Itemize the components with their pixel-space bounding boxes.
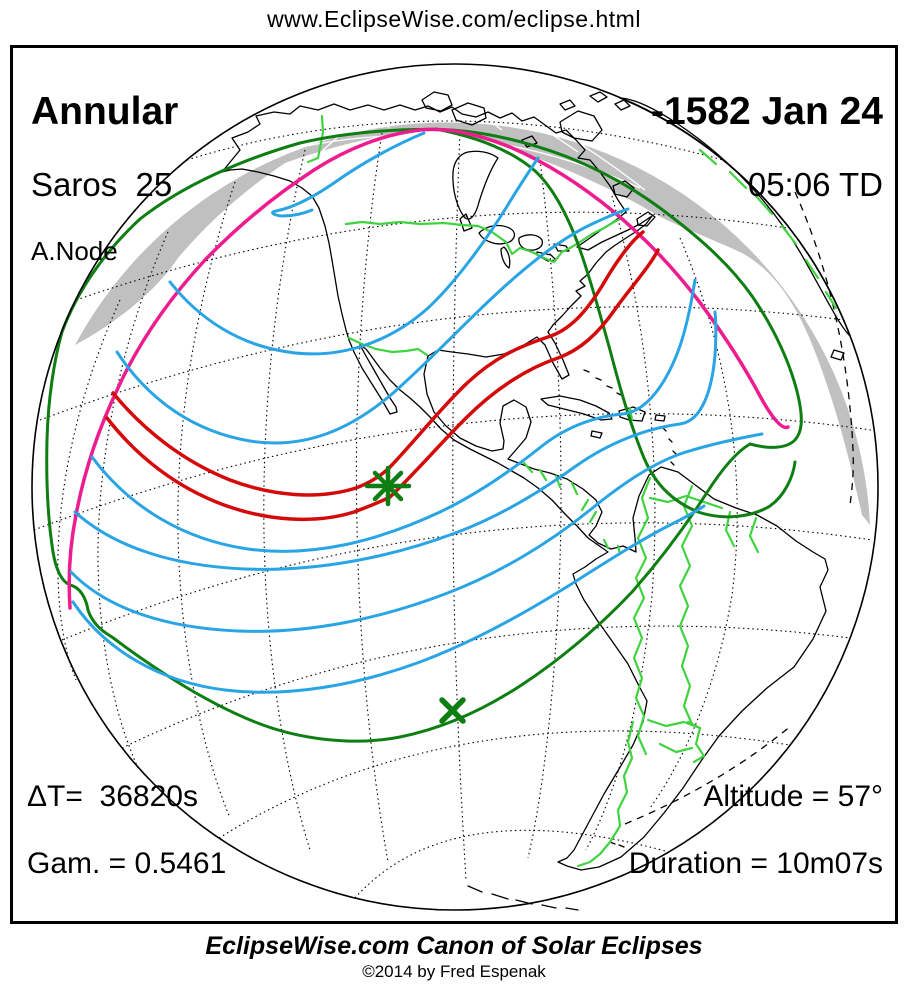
hudson-bay bbox=[452, 150, 499, 220]
border-chile-argentina bbox=[576, 720, 635, 868]
nova-scotia bbox=[636, 211, 656, 227]
political-borders bbox=[306, 114, 838, 868]
border-andes bbox=[632, 476, 652, 756]
x-marker-icon bbox=[439, 697, 466, 724]
green-inner-curve bbox=[434, 127, 797, 519]
lake-ontario bbox=[553, 243, 570, 252]
arctic-islands bbox=[559, 91, 631, 111]
antarctic-coast-dashes bbox=[467, 885, 579, 911]
borders-central-america bbox=[522, 461, 622, 556]
border-alaska bbox=[306, 114, 325, 164]
border-hispaniola bbox=[628, 406, 634, 422]
red-southern-limit bbox=[105, 248, 660, 522]
lake-michigan bbox=[500, 246, 511, 269]
copyright-text: ©2014 by Fred Espenak bbox=[362, 962, 546, 981]
page-url-text: www.EclipseWise.com/eclipse.html bbox=[267, 6, 641, 32]
magenta-curve bbox=[67, 127, 790, 610]
eclipse-plate-frame: Annular Saros 25 A.Node -1582 Jan 24 05:… bbox=[10, 45, 898, 924]
border-us-canada bbox=[344, 216, 624, 264]
iceland bbox=[830, 349, 845, 361]
saros-label: Saros 25 bbox=[31, 166, 173, 204]
eclipse-title-block: Annular Saros 25 A.Node bbox=[31, 56, 178, 300]
jamaica bbox=[590, 430, 603, 439]
node-label: A.Node bbox=[31, 236, 118, 267]
border-brazil-west bbox=[678, 484, 694, 726]
puerto-rico bbox=[654, 414, 666, 422]
duration-value: Duration = 10m07s bbox=[628, 847, 883, 881]
americas-coastline bbox=[221, 103, 829, 871]
james-bay bbox=[459, 213, 473, 232]
polar-graticule-white bbox=[169, 66, 646, 216]
greenland-coast-fringe bbox=[698, 148, 838, 310]
eclipse-time-label: 05:06 TD bbox=[747, 166, 883, 204]
canon-title: EclipseWise.com Canon of Solar Eclipses bbox=[205, 932, 703, 960]
delta-t-value: ΔT= 36820s bbox=[27, 780, 198, 814]
graticule-dotted bbox=[33, 120, 873, 899]
baffin-island bbox=[559, 110, 603, 142]
globe-limb-circle bbox=[31, 63, 879, 911]
greatest-eclipse-asterisk-icon bbox=[364, 465, 412, 507]
border-uruguay bbox=[686, 720, 706, 764]
eclipse-type-label: Annular bbox=[31, 89, 179, 133]
eclipse-date-label: -1582 Jan 24 bbox=[650, 89, 883, 133]
bahamas bbox=[583, 369, 622, 396]
near-limb-dashed-lines bbox=[624, 191, 854, 825]
falkland-islands bbox=[609, 841, 625, 848]
banks-island bbox=[421, 91, 453, 112]
blue-isolines bbox=[69, 131, 764, 694]
altitude-value: Altitude = 57° bbox=[703, 780, 883, 814]
lake-huron bbox=[518, 234, 544, 251]
central-path-red-limits bbox=[105, 230, 660, 522]
eclipse-date-block: -1582 Jan 24 05:06 TD bbox=[651, 56, 883, 237]
newfoundland bbox=[612, 180, 635, 198]
lesser-antilles bbox=[662, 427, 677, 466]
delta-t-gamma-block: ΔT= 36820s Gam. = 0.5461 bbox=[27, 747, 226, 915]
hispaniola bbox=[618, 406, 646, 422]
red-northern-limit bbox=[111, 230, 645, 497]
altitude-duration-block: Altitude = 57° Duration = 10m07s bbox=[629, 747, 883, 915]
border-us-mexico bbox=[347, 336, 429, 357]
victoria-island bbox=[451, 102, 487, 126]
cuba bbox=[540, 395, 613, 421]
gamma-value: Gam. = 0.5461 bbox=[27, 847, 227, 881]
border-venezuela-guyana bbox=[648, 494, 760, 554]
eclipse-globe-map bbox=[31, 63, 879, 911]
